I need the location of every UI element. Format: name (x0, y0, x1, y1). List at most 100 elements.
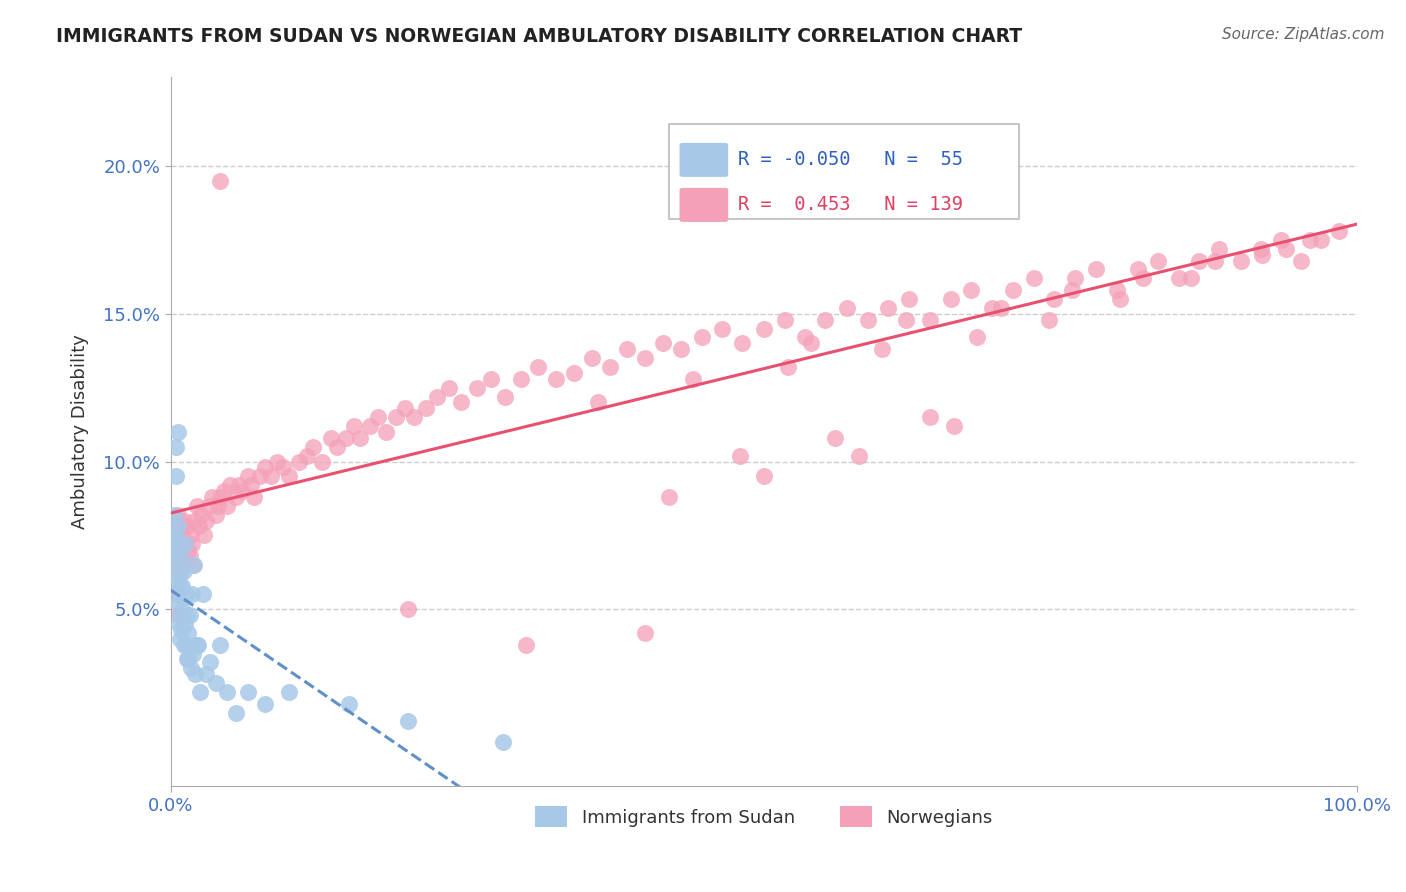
Point (176, 608, 198, 623)
Point (1038, 312, 1060, 326)
Point (166, 519, 188, 533)
Point (581, 351, 603, 365)
Point (728, 449, 751, 463)
Point (166, 596, 188, 610)
Point (562, 366, 585, 380)
Point (731, 336, 754, 351)
Point (1180, 271, 1202, 285)
Point (1126, 262, 1149, 277)
Point (402, 410, 425, 425)
Point (616, 343, 638, 357)
Point (773, 312, 796, 326)
Point (207, 499, 229, 513)
Legend: Immigrants from Sudan, Norwegians: Immigrants from Sudan, Norwegians (527, 799, 1000, 834)
Point (209, 638, 232, 652)
Point (236, 685, 259, 699)
Point (173, 638, 195, 652)
Point (181, 558, 204, 572)
Point (242, 490, 264, 504)
Point (295, 449, 318, 463)
Point (349, 431, 371, 445)
Point (1107, 283, 1129, 297)
Point (177, 543, 200, 558)
Point (169, 632, 191, 646)
Point (509, 372, 531, 386)
Point (479, 372, 502, 386)
Point (240, 478, 263, 492)
Point (337, 697, 360, 711)
Point (1275, 242, 1298, 256)
Point (1188, 253, 1211, 268)
Point (172, 578, 194, 592)
Point (492, 735, 515, 749)
Point (415, 401, 437, 416)
Point (669, 343, 692, 357)
Text: Source: ZipAtlas.com: Source: ZipAtlas.com (1222, 27, 1385, 42)
Point (173, 514, 195, 528)
Point (186, 638, 208, 652)
Point (396, 714, 419, 729)
Point (231, 484, 253, 499)
Point (165, 528, 187, 542)
Point (209, 490, 232, 504)
FancyBboxPatch shape (679, 188, 728, 222)
Point (599, 359, 621, 374)
Point (184, 667, 207, 681)
Point (918, 410, 941, 425)
Point (1024, 271, 1046, 285)
Point (343, 419, 366, 434)
Text: R =  0.453   N = 139: R = 0.453 N = 139 (738, 195, 963, 214)
Point (180, 661, 202, 675)
Point (174, 558, 197, 572)
Point (172, 528, 194, 542)
Point (225, 706, 247, 720)
Point (1085, 262, 1108, 277)
Point (1289, 253, 1312, 268)
Point (359, 419, 381, 434)
FancyBboxPatch shape (679, 143, 728, 177)
Point (980, 301, 1002, 315)
Point (260, 469, 283, 483)
Point (170, 549, 193, 563)
Point (195, 514, 218, 528)
Point (188, 519, 211, 533)
Point (193, 528, 215, 542)
Point (966, 330, 988, 344)
Point (217, 685, 239, 699)
Point (311, 454, 333, 468)
Point (711, 321, 734, 335)
Point (302, 440, 325, 454)
Point (254, 697, 277, 711)
Point (174, 638, 197, 652)
Point (494, 390, 516, 404)
Point (1310, 233, 1333, 247)
Point (396, 602, 419, 616)
Point (752, 321, 775, 335)
Point (173, 617, 195, 632)
Point (197, 499, 219, 513)
Point (167, 617, 190, 632)
Point (439, 381, 461, 395)
FancyBboxPatch shape (669, 123, 1019, 219)
Point (204, 508, 226, 522)
Point (162, 534, 184, 549)
Point (634, 351, 657, 365)
Point (169, 543, 191, 558)
Point (163, 508, 186, 522)
Point (173, 564, 195, 578)
Point (814, 312, 837, 326)
Point (254, 460, 277, 475)
Point (848, 449, 870, 463)
Point (212, 484, 235, 499)
Point (1270, 233, 1292, 247)
Point (271, 460, 294, 475)
Point (228, 478, 250, 492)
Point (167, 566, 190, 581)
Point (515, 638, 537, 652)
Point (278, 685, 301, 699)
Point (1146, 253, 1168, 268)
Point (527, 359, 550, 374)
Point (394, 401, 416, 416)
Point (752, 469, 775, 483)
Point (166, 508, 188, 522)
